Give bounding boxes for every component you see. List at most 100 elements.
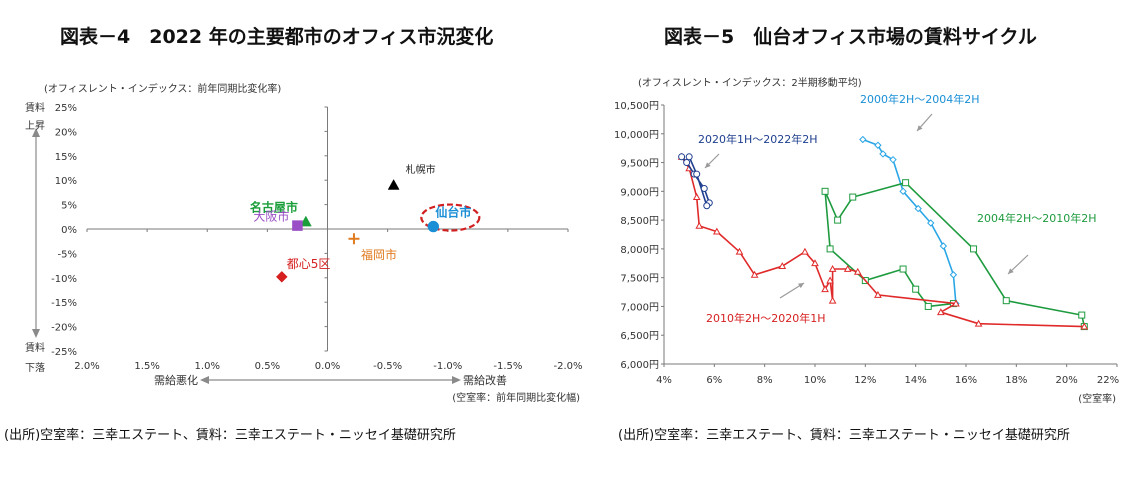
series-point-2-9 <box>826 276 834 284</box>
series-point-1-9 <box>902 179 910 187</box>
y-tick-label-1: 20% <box>55 127 77 138</box>
point-marker-1 <box>299 215 312 227</box>
point-label-2: 大阪市 <box>253 209 289 224</box>
series-point-2-11 <box>811 259 819 267</box>
x-tick-label-2: 1.0% <box>195 361 220 372</box>
series-line-2010-2H-2020-1H <box>680 156 1085 328</box>
series-point-2-10 <box>821 285 829 293</box>
series-point-0-5 <box>914 204 922 213</box>
point-label-5: 都心5区 <box>287 257 331 271</box>
annotation-arrow-head-2 <box>798 283 804 289</box>
series-point-2-16 <box>713 227 721 235</box>
series-point-3-1 <box>683 159 691 167</box>
chart-title-left: 図表－4 2022 年の主要都市のオフィス市況変化 <box>60 26 494 48</box>
point-marker-4 <box>348 233 360 245</box>
series-point-2-12 <box>801 247 809 255</box>
y-tick-label-10: -25% <box>51 347 77 358</box>
series-point-2-1 <box>974 319 983 327</box>
series-point-2-15 <box>735 247 744 255</box>
x-tick-label-7: -1.5% <box>493 361 522 372</box>
series-point-0-6 <box>927 219 935 227</box>
point-label-1: 名古屋市 <box>250 200 298 215</box>
point-marker-5 <box>275 270 288 283</box>
x-arrow-head-right <box>452 376 461 384</box>
series-point-0-1 <box>874 141 882 149</box>
annotation-arrow-head-0 <box>917 125 923 131</box>
y-tick-label-3: 10% <box>55 176 77 187</box>
y-tick-label-7: -10% <box>51 274 77 285</box>
series-point-1-7 <box>834 216 842 224</box>
series-point-2-13 <box>778 262 787 270</box>
y-tick-label-2: 15% <box>55 152 77 163</box>
x-tick-label-right-2: 8% <box>757 375 773 386</box>
point-marker-2 <box>292 220 303 231</box>
series-point-3-6 <box>693 170 701 178</box>
y-tick-label-right-5: 8,000円 <box>620 245 659 256</box>
series-point-0-7 <box>939 242 948 250</box>
y-tick-label-4: 5% <box>61 201 77 212</box>
series-point-2-17 <box>695 221 704 229</box>
scatter-chart-left: (オフィスレント・インデックス：前年同期比変化率) 25% 20% 15% 10% 5% 0… <box>25 82 583 404</box>
series-point-0-3 <box>889 155 897 164</box>
xlabel-left: 需給悪化 <box>154 373 198 387</box>
series-point-2-8 <box>828 296 837 304</box>
x-arrow-head-left <box>200 376 209 384</box>
series-point-1-3 <box>899 265 907 273</box>
ylabel-top-line1: 賃料 <box>25 101 45 114</box>
point-marker-3 <box>427 220 440 233</box>
x-tick-label-right-8: 20% <box>1056 375 1078 386</box>
series-point-1-6 <box>821 187 829 195</box>
chart-note: (オフィスレント・インデックス：前年同期比変化率) <box>44 82 281 95</box>
series-point-2-14 <box>750 270 759 278</box>
series-point-0-8 <box>949 271 958 279</box>
y-tick-label-6: -5% <box>58 249 77 260</box>
ylabel-bottom-line1: 賃料 <box>25 341 45 354</box>
highlight-ellipse <box>420 203 481 232</box>
chart-title-right: 図表－5 仙台オフィス市場の賃料サイクル <box>664 26 1037 48</box>
y-tick-label-right-2: 9,500円 <box>620 159 659 170</box>
series-point-0-4 <box>899 187 907 196</box>
series-point-1-5 <box>826 245 834 253</box>
annotation-arrow-head-3 <box>705 162 711 168</box>
point-marker-0 <box>387 179 400 190</box>
y-arrow-head-down <box>32 329 40 338</box>
y-tick-label-0: 25% <box>55 103 77 114</box>
y-tick-label-5: 0% <box>61 225 77 236</box>
series-point-0-2 <box>879 150 887 158</box>
source-note-right: (出所)空室率：三幸エステート、賃料：三幸エステート・ニッセイ基礎研究所 <box>618 428 1070 443</box>
series-point-0-0 <box>859 135 867 144</box>
x-tick-label-5: -0.5% <box>373 361 402 372</box>
series-point-1-1 <box>924 302 932 310</box>
series-point-1-11 <box>1002 297 1010 305</box>
xlabel-right: 需給改善 <box>463 373 507 387</box>
series-line-2000-2H-2004-2H <box>862 138 957 304</box>
annotation-label-3: 2020年1H～2022年2H <box>698 132 818 146</box>
series-point-1-10 <box>970 245 978 253</box>
y-tick-label-right-6: 7,500円 <box>620 274 659 285</box>
x-tick-label-right-5: 14% <box>905 375 927 386</box>
y-tick-label-8: -15% <box>51 298 77 309</box>
y-tick-label-right-9: 6,000円 <box>620 360 659 371</box>
annotation-arrow-head-1 <box>1008 268 1014 274</box>
point-label-0: 札幌市 <box>406 163 436 176</box>
point-label-3: 仙台市 <box>435 205 471 220</box>
series-point-3-5 <box>703 202 711 210</box>
x-tick-label-right-9: 22% <box>1097 375 1119 386</box>
series-point-2-4 <box>874 290 882 298</box>
x-tick-label-right-3: 10% <box>804 375 826 386</box>
series-point-2-5 <box>853 267 862 275</box>
series-point-1-8 <box>849 193 857 201</box>
y-tick-label-right-0: 10,500円 <box>614 101 659 112</box>
series-point-1-12 <box>1078 311 1086 319</box>
y-tick-label-right-1: 10,000円 <box>614 130 659 141</box>
x-tick-label-right-6: 16% <box>955 375 977 386</box>
x-tick-label-right-4: 12% <box>854 375 876 386</box>
y-tick-label-right-3: 9,000円 <box>620 187 659 198</box>
series-point-2-3 <box>952 299 960 307</box>
annotation-label-1: 2004年2H～2010年2H <box>977 211 1097 225</box>
x-tick-label-1: 1.5% <box>134 361 159 372</box>
y-tick-label-right-4: 8,500円 <box>620 216 659 227</box>
series-point-2-7 <box>828 265 837 272</box>
x-unit-label-right: (空室率) <box>1078 392 1116 405</box>
